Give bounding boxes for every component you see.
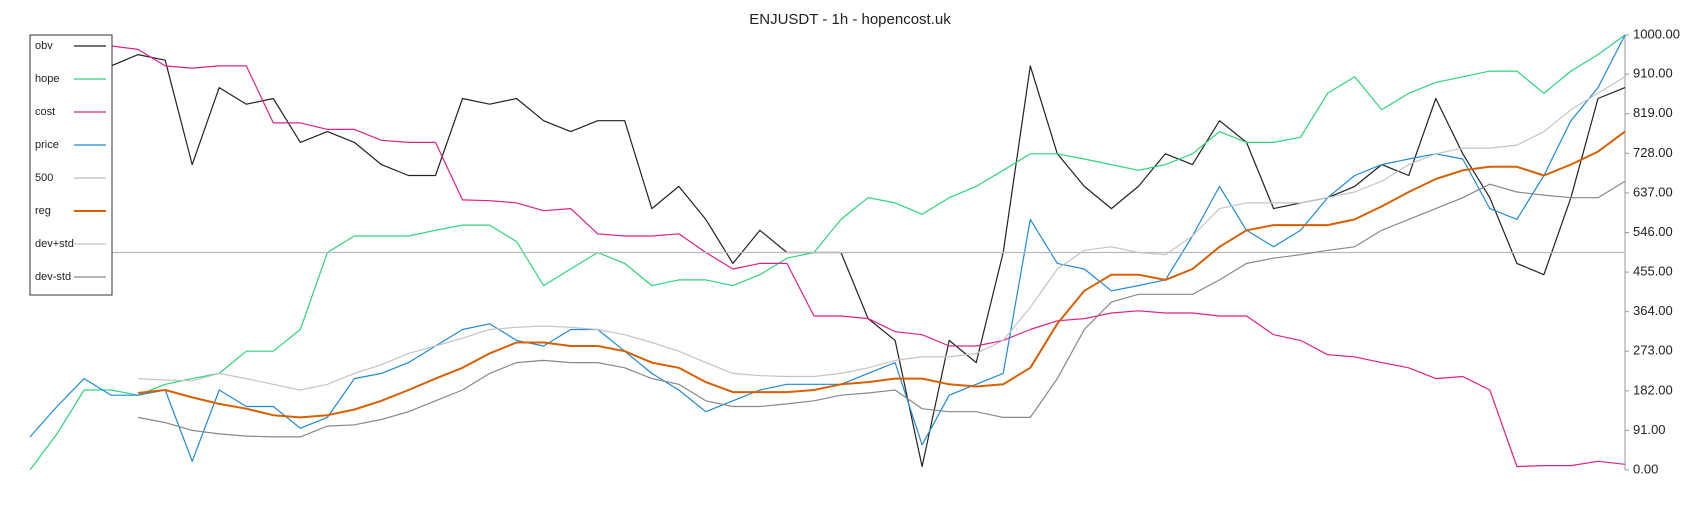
y-tick-label: 91.00 — [1633, 422, 1666, 437]
legend-label: 500 — [35, 172, 53, 184]
legend-label: reg — [35, 205, 51, 217]
series-line — [137, 130, 1626, 419]
y-tick-label: 364.00 — [1633, 303, 1673, 318]
y-tick-label: 182.00 — [1633, 382, 1673, 397]
series-line — [29, 34, 1626, 471]
series-line — [29, 34, 1626, 462]
y-tick-label: 910.00 — [1633, 66, 1673, 81]
y-tick-label: 728.00 — [1633, 145, 1673, 160]
y-tick-label: 273.00 — [1633, 343, 1673, 358]
legend-label: price — [35, 139, 59, 151]
y-tick-label: 546.00 — [1633, 224, 1673, 239]
legend-label: cost — [35, 106, 55, 118]
y-tick-label: 455.00 — [1633, 264, 1673, 279]
legend-box — [29, 34, 113, 296]
series-line — [110, 54, 1626, 468]
series-line — [29, 45, 1626, 468]
series-line — [138, 76, 1626, 391]
y-tick-label: 0.00 — [1633, 461, 1658, 476]
y-tick-label: 1000.00 — [1633, 26, 1680, 41]
legend-label: obv — [35, 40, 53, 52]
legend-label: dev-std — [35, 271, 71, 283]
series-line — [137, 180, 1626, 438]
chart-title: ENJUSDT - 1h - hopencost.uk — [749, 11, 951, 28]
legend-label: dev+std — [35, 238, 74, 250]
legend-label: hope — [35, 73, 59, 85]
y-tick-label: 819.00 — [1633, 105, 1673, 120]
y-tick-label: 637.00 — [1633, 184, 1673, 199]
